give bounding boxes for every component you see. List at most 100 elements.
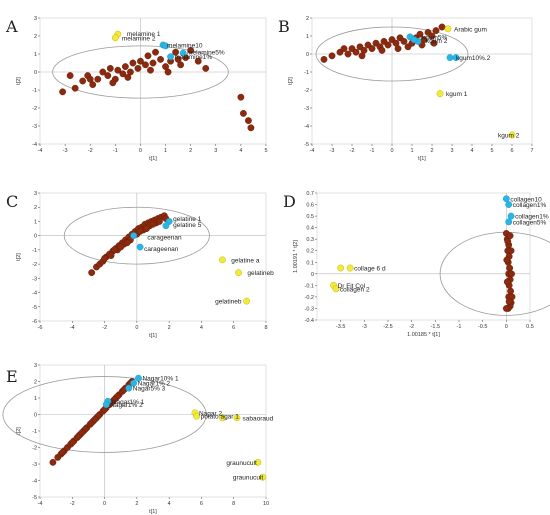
x-tick-label: 0	[139, 148, 142, 154]
y-tick-label: 0	[34, 413, 37, 419]
x-tick-label: 1	[164, 148, 167, 154]
y-tick-label: 0	[306, 52, 309, 58]
y-axis-label: t[2]	[16, 253, 22, 261]
x-tick-label: -0.5	[478, 324, 487, 330]
scatter-point-adulterant	[193, 412, 200, 420]
scatter-point-sample	[71, 84, 79, 92]
x-tick-label: -2.5	[383, 324, 392, 330]
scatter-point-adulterant	[332, 285, 340, 293]
y-tick-label: -2	[32, 262, 37, 268]
scatter-point-sample	[174, 56, 182, 63]
scatter-point-reference	[452, 54, 460, 61]
point-label: kgum 2	[426, 38, 448, 45]
scatter-point-sample	[378, 47, 386, 54]
point-label: collagen5%	[513, 219, 547, 226]
x-tick-label: -4	[38, 148, 43, 154]
hotelling-ellipse	[2, 376, 207, 453]
scatter-point-sample	[507, 247, 515, 255]
x-tick-label: -6	[38, 325, 43, 331]
point-label: sabaoraud	[243, 415, 274, 422]
scatter-point-sample	[245, 117, 252, 125]
point-label: kgum5%	[422, 34, 448, 41]
point-label: gelatineb	[215, 299, 242, 306]
y-tick-label: -3	[32, 124, 37, 130]
x-tick-label: -4	[38, 501, 43, 507]
scatter-point-sample	[503, 278, 511, 286]
point-label: graunucult	[233, 475, 264, 482]
scatter-point-sample	[187, 47, 195, 54]
scatter-point-adulterant	[219, 256, 226, 264]
panel-letter: B	[278, 17, 290, 36]
scatter-point-adulterant	[235, 269, 242, 277]
point-label: Arabic gum	[454, 26, 487, 33]
scatter-point-sample	[164, 68, 172, 76]
y-tick-label: -2	[304, 88, 309, 94]
y-tick-label: 0	[311, 272, 314, 278]
scatter-point-sample	[194, 57, 202, 65]
scatter-point-sample	[107, 252, 115, 259]
y-tick-label: 2	[306, 16, 309, 22]
x-tick-label: -4	[310, 148, 315, 154]
y-tick-label: -5	[32, 495, 37, 501]
scatter-point-reference	[410, 36, 418, 43]
point-label: Nagar1% 2	[110, 402, 143, 409]
y-tick-label: 0.6	[306, 203, 314, 209]
point-label: gelatine 5	[173, 222, 202, 229]
scatter-panel-e: -4 -2 0 2 4 6 8 10-5-4-3-2-10123t[1]t[2]Nagar10…	[2, 363, 274, 515]
x-tick-label: 4	[200, 325, 203, 331]
scatter-point-sample	[352, 48, 360, 56]
scatter-point-sample	[66, 72, 74, 80]
x-tick-label: 0	[390, 148, 393, 154]
scatter-point-sample	[149, 220, 157, 228]
plot-frame	[39, 364, 267, 498]
x-tick-label: -2	[88, 148, 93, 154]
scatter-point-sample	[438, 23, 446, 31]
scatter-point-sample	[119, 70, 127, 78]
x-tick-label: -2	[70, 501, 75, 507]
scatter-point-sample	[79, 77, 87, 85]
scatter-point-sample	[94, 75, 102, 83]
x-tick-label: 8	[232, 501, 235, 507]
point-label: collagen10	[510, 196, 542, 203]
point-label: melamine 1	[127, 31, 161, 38]
scatter-point-sample	[59, 449, 66, 456]
x-tick-label: -1	[457, 324, 462, 330]
scatter-point-reference	[446, 54, 454, 61]
scatter-point-adulterant	[254, 458, 262, 466]
y-tick-label: -0.3	[305, 306, 314, 312]
point-label: collage 6 d	[354, 266, 386, 273]
scatter-point-sample	[239, 110, 247, 117]
point-label: graunucult	[226, 460, 257, 467]
y-tick-label: -6	[32, 319, 37, 325]
scatter-point-adulterant	[259, 473, 267, 481]
x-tick-label: 3	[450, 148, 453, 154]
point-label: gelatineb	[247, 270, 274, 277]
y-tick-label: 2	[34, 34, 37, 40]
plot-frame	[39, 17, 267, 145]
scatter-point-sample	[344, 50, 352, 58]
scatter-point-sample	[142, 61, 149, 69]
scatter-point-sample	[368, 45, 376, 52]
scatter-point-sample	[504, 238, 512, 245]
x-tick-label: 2	[430, 148, 433, 154]
scatter-point-adulterant	[219, 414, 226, 422]
panel-letter: C	[6, 192, 18, 211]
x-tick-label: -1	[370, 148, 375, 154]
scatter-point-sample	[384, 41, 392, 49]
x-tick-label: -3	[330, 148, 335, 154]
scatter-point-sample	[149, 59, 157, 67]
scatter-point-adulterant	[243, 297, 251, 305]
point-label: collagen1%	[515, 214, 549, 221]
panel-letter: A	[5, 17, 18, 36]
scatter-point-adulterant	[233, 414, 241, 422]
x-tick-label: -3	[362, 324, 367, 330]
x-tick-label: 4	[470, 148, 473, 154]
y-tick-label: -1	[304, 70, 309, 76]
y-tick-label: 3	[34, 16, 37, 22]
y-tick-label: 0.3	[306, 237, 314, 243]
y-tick-label: -5	[304, 142, 309, 148]
y-tick-label: -3	[32, 462, 37, 468]
scatter-point-sample	[400, 38, 408, 45]
x-tick-label: 2	[135, 501, 138, 507]
